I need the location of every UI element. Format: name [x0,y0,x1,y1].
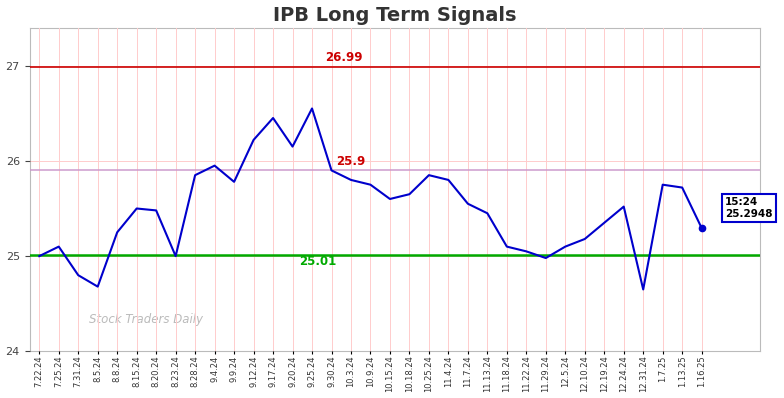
Text: 25.01: 25.01 [299,255,336,268]
Title: IPB Long Term Signals: IPB Long Term Signals [273,6,517,25]
Text: Stock Traders Daily: Stock Traders Daily [89,312,203,326]
Text: 26.99: 26.99 [325,51,363,64]
Text: 25.9: 25.9 [336,155,365,168]
Text: 15:24
25.2948: 15:24 25.2948 [725,197,772,219]
